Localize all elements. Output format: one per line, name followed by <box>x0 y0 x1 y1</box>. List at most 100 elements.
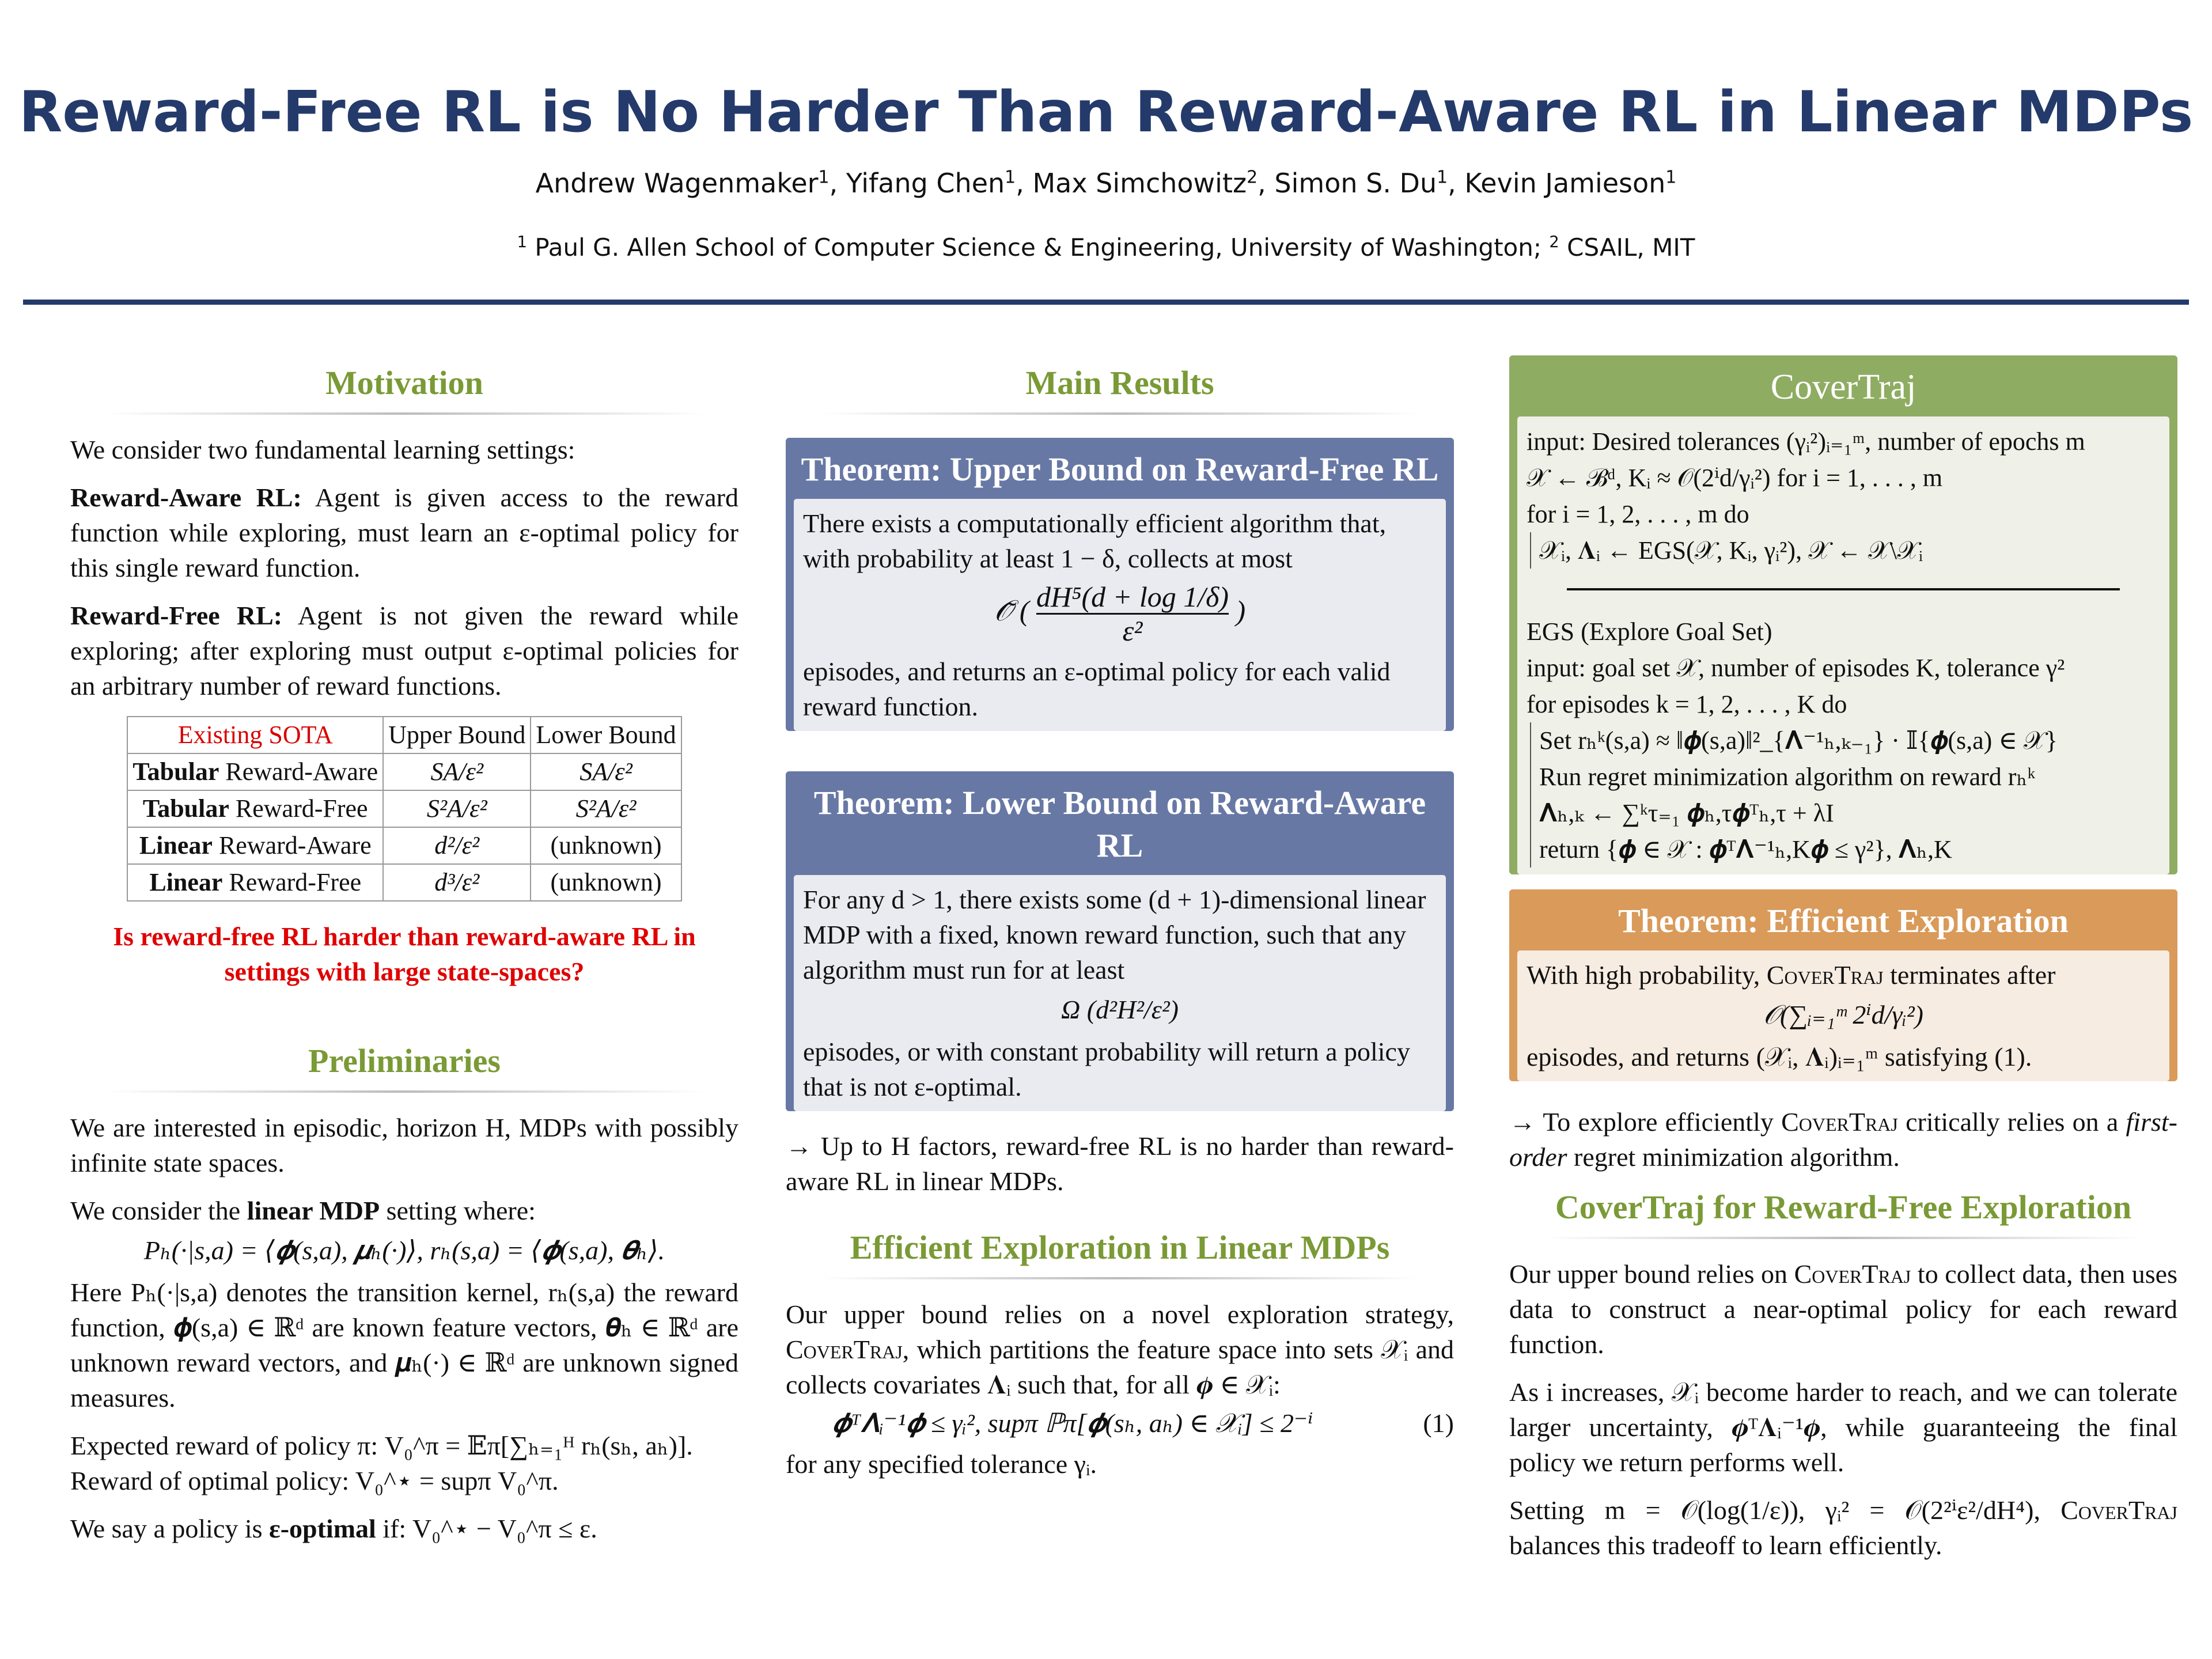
author: Andrew Wagenmaker <box>535 168 819 199</box>
affiliation-mark: 1 <box>517 233 527 251</box>
definition: Agent is not given the reward while expl… <box>70 601 739 700</box>
theorem-title: Theorem: Upper Bound on Reward-Free RL <box>801 450 1439 488</box>
table-cell: (unknown) <box>530 863 682 902</box>
paragraph: We consider the linear MDP setting where… <box>70 1196 536 1225</box>
table-cell: S²A/ε² <box>530 790 682 828</box>
paragraph: for any specified tolerance γᵢ. <box>786 1449 1097 1479</box>
research-question: Is reward-free RL harder than reward-awa… <box>113 922 696 986</box>
table-cell: Linear Reward-Aware <box>127 827 384 865</box>
algo-line: 𝚲ₕ,ₖ ← ∑ᵏτ₌₁ 𝝓ₕ,τ𝝓ᵀₕ,τ + λI <box>1539 799 1834 827</box>
paragraph: Here Pₕ(·|s,a) denotes the transition ke… <box>70 1278 738 1412</box>
algo-line: EGS (Explore Goal Set) <box>1527 618 1772 646</box>
section-heading-efficient-exploration: Efficient Exploration in Linear MDPs <box>850 1229 1390 1266</box>
heading-underline <box>1544 1237 2143 1239</box>
theorem-text: episodes, and returns an ε-optimal polic… <box>803 657 1391 721</box>
section-heading-main-results: Main Results <box>1025 364 1214 402</box>
section-heading-preliminaries: Preliminaries <box>308 1042 501 1080</box>
table-cell: Tabular Reward-Aware <box>127 753 384 791</box>
upper-bound-formula: 𝒪̃ ( dH⁵(d + log 1/δ) ε² ) <box>994 581 1246 647</box>
covertraj-algorithm: CoverTraj input: Desired tolerances (γᵢ²… <box>1509 355 2177 874</box>
author: Max Simchowitz <box>1032 168 1247 199</box>
theorem-body: With high probability, CoverTraj termina… <box>1517 950 2169 1081</box>
table-cell: d³/ε² <box>382 863 532 902</box>
middle-column: Main Results Theorem: Upper Bound on Rew… <box>786 363 1454 1494</box>
exploration-bound-formula: 𝒪(∑ᵢ₌₁ᵐ 2ⁱd/γᵢ²) <box>1763 1000 1923 1029</box>
table-cell: S²A/ε² <box>382 790 532 828</box>
section-heading-reward-free-exploration: CoverTraj for Reward-Free Exploration <box>1555 1188 2132 1226</box>
definition: Agent is given access to the reward func… <box>70 483 738 582</box>
algo-line: Run regret minimization algorithm on rew… <box>1539 763 2036 791</box>
theorem-efficient-exploration: Theorem: Efficient Exploration With high… <box>1509 889 2177 1081</box>
heading-underline <box>105 412 704 415</box>
reward-free-definition: Reward-Free RL: Agent is not given the r… <box>70 598 738 703</box>
equation-1: 𝝓ᵀ𝚲ᵢ⁻¹𝝓 ≤ γᵢ², supπ ℙπ[𝝓(sₕ, aₕ) ∈ 𝒳ᵢ] ≤… <box>832 1408 1454 1438</box>
paragraph: → To explore efficiently CoverTraj criti… <box>1509 1107 2177 1172</box>
header-divider <box>23 300 2189 305</box>
algo-line: input: goal set 𝒳, number of episodes K,… <box>1527 654 2065 682</box>
takeaway: → Up to H factors, reward-free RL is no … <box>786 1131 1454 1196</box>
sota-table: Existing SOTA Upper Bound Lower Bound Tabu… <box>127 716 682 902</box>
table-cell: Tabular Reward-Free <box>127 790 384 828</box>
term: Reward-Free RL: <box>70 601 283 630</box>
motivation-intro: We consider two fundamental learning set… <box>70 435 575 464</box>
table-cell: Linear Reward-Free <box>127 863 384 902</box>
algo-line: Set rₕᵏ(s,a) ≈ ‖𝝓(s,a)‖²_{𝚲⁻¹ₕ,ₖ₋₁} · 𝕀{… <box>1539 726 2058 755</box>
right-column: CoverTraj input: Desired tolerances (γᵢ²… <box>1509 355 2177 1575</box>
affiliation-mark: 1 <box>1665 167 1677 188</box>
theorem-upper-bound: Theorem: Upper Bound on Reward-Free RL T… <box>786 438 1454 731</box>
table-row: Linear Reward-Free d³/ε² (unknown) <box>127 863 682 902</box>
table-header: Lower Bound <box>530 716 682 754</box>
theorem-title: Theorem: Efficient Exploration <box>1618 902 2069 940</box>
theorem-body: For any d > 1, there exists some (d + 1)… <box>794 875 1446 1111</box>
algo-separator <box>1567 588 2120 590</box>
algo-line: for episodes k = 1, 2, . . . , K do <box>1527 690 1847 718</box>
heading-underline <box>105 1090 704 1093</box>
affiliation: Paul G. Allen School of Computer Science… <box>535 233 1542 262</box>
heading-underline <box>820 412 1419 415</box>
lower-bound-formula: Ω (d²H²/ε²) <box>1061 995 1179 1024</box>
paragraph: We say a policy is ε-optimal if: V₀^⋆ − … <box>70 1514 597 1543</box>
theorem-body: There exists a computationally efficient… <box>794 499 1446 731</box>
theorem-text: episodes, and returns (𝒳ᵢ, 𝚲ᵢ)ᵢ₌₁ᵐ satis… <box>1527 1042 2032 1071</box>
theorem-lower-bound: Theorem: Lower Bound on Reward-Aware RL … <box>786 771 1454 1111</box>
author: Simon S. Du <box>1274 168 1437 199</box>
table-cell: SA/ε² <box>382 753 532 791</box>
term: Reward-Aware RL: <box>70 483 302 512</box>
algo-line: for i = 1, 2, . . . , m do <box>1527 500 1749 528</box>
paragraph: Setting m = 𝒪(log(1/ε)), γᵢ² = 𝒪(2²ⁱε²/d… <box>1509 1495 2177 1560</box>
algo-line: 𝒳 ← ℬᵈ, Kᵢ ≈ 𝒪(2ⁱd/γᵢ²) for i = 1, . . .… <box>1527 464 1943 492</box>
algorithm-body: input: Desired tolerances (γᵢ²)ᵢ₌₁ᵐ, num… <box>1517 416 2169 874</box>
theorem-text: There exists a computationally efficient… <box>803 509 1387 573</box>
table-cell: d²/ε² <box>382 827 532 865</box>
affiliation-mark: 1 <box>1005 167 1016 188</box>
table-cell: SA/ε² <box>530 753 682 791</box>
paragraph: We are interested in episodic, horizon H… <box>70 1113 738 1177</box>
paragraph: As i increases, 𝒳ᵢ become harder to reac… <box>1509 1377 2177 1477</box>
section-heading-motivation: Motivation <box>325 364 483 402</box>
affiliation: CSAIL, MIT <box>1567 233 1695 262</box>
theorem-text: episodes, or with constant probability w… <box>803 1037 1410 1101</box>
algo-line: return {𝝓 ∈ 𝒳 : 𝝓ᵀ𝚲⁻¹ₕ,K𝝓 ≤ γ²}, 𝚲ₕ,K <box>1539 835 1952 863</box>
table-header: Existing SOTA <box>127 716 384 754</box>
affiliation-mark: 1 <box>1437 167 1448 188</box>
affiliations: 1 Paul G. Allen School of Computer Scien… <box>0 232 2212 264</box>
theorem-title: Theorem: Lower Bound on Reward-Aware RL <box>813 784 1426 864</box>
table-header-row: Existing SOTA Upper Bound Lower Bound <box>127 716 682 754</box>
algo-line: input: Desired tolerances (γᵢ²)ᵢ₌₁ᵐ, num… <box>1527 427 2085 456</box>
table-row: Linear Reward-Aware d²/ε² (unknown) <box>127 827 682 865</box>
table-cell: (unknown) <box>530 827 682 865</box>
algorithm-title: CoverTraj <box>1770 368 1916 407</box>
poster-title: Reward-Free RL is No Harder Than Reward-… <box>18 79 2194 145</box>
table-header: Upper Bound <box>382 716 532 754</box>
paragraph: Expected reward of policy π: V₀^π = 𝔼π[∑… <box>70 1431 693 1495</box>
author: Kevin Jamieson <box>1464 168 1666 199</box>
affiliation-mark: 1 <box>818 167 830 188</box>
table-row: Tabular Reward-Free S²A/ε² S²A/ε² <box>127 790 682 828</box>
left-column: Motivation We consider two fundamental l… <box>70 363 738 1559</box>
linear-mdp-equation: Pₕ(·|s,a) = ⟨𝝓(s,a), 𝝁ₕ(·)⟩, rₕ(s,a) = ⟨… <box>143 1236 665 1265</box>
affiliation-mark: 2 <box>1549 233 1559 251</box>
theorem-text: For any d > 1, there exists some (d + 1)… <box>803 885 1426 984</box>
theorem-text: With high probability, CoverTraj termina… <box>1527 960 2056 990</box>
author: Yifang Chen <box>846 168 1005 199</box>
algo-line: 𝒳ᵢ, 𝚲ᵢ ← EGS(𝒳, Kᵢ, γᵢ²), 𝒳 ← 𝒳\𝒳ᵢ <box>1530 532 2160 569</box>
